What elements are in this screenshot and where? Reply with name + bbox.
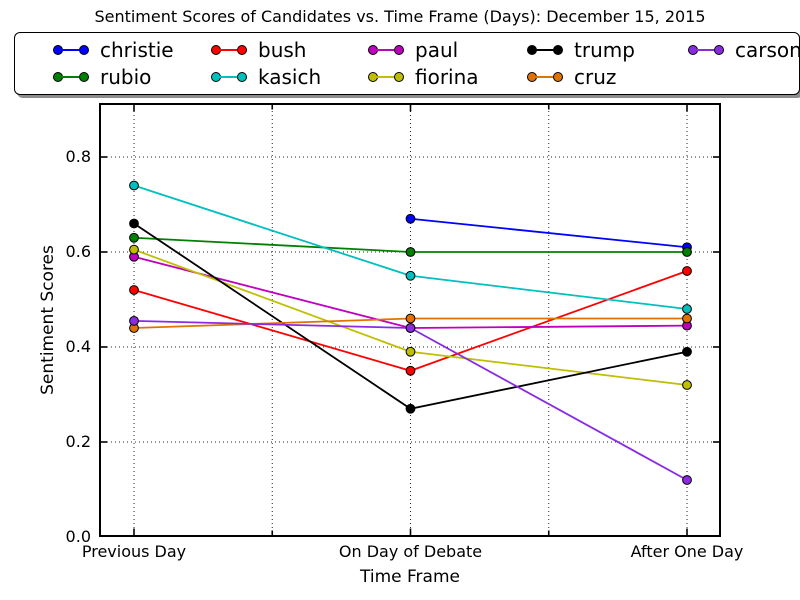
legend-label: bush [258, 38, 307, 62]
data-point-kasich [682, 304, 692, 314]
chart-canvas [99, 103, 721, 537]
legend-marker-trump [527, 45, 563, 56]
y-tick-label: 0.2 [65, 432, 91, 451]
data-point-trump [129, 218, 139, 229]
data-point-carson [682, 475, 692, 485]
data-point-fiorina [129, 244, 139, 255]
legend: christie bush paul trump carson rubio ka… [14, 32, 800, 95]
legend-marker-paul [368, 45, 404, 56]
y-tick-label: 0.6 [65, 242, 91, 261]
data-point-cruz [682, 313, 692, 324]
legend-marker-cruz [527, 72, 563, 83]
data-point-kasich [129, 180, 139, 191]
legend-item-bush: bush [211, 37, 368, 63]
data-point-rubio [682, 247, 692, 257]
legend-label: cruz [574, 65, 617, 89]
data-point-fiorina [405, 346, 416, 357]
data-point-rubio [405, 247, 416, 257]
legend-marker-rubio [53, 72, 89, 83]
legend-label: rubio [100, 65, 152, 89]
data-point-kasich [405, 270, 416, 281]
legend-item-rubio: rubio [53, 64, 211, 90]
legend-marker-christie [53, 45, 89, 56]
data-point-trump [405, 403, 416, 414]
series-line-christie [410, 217, 688, 249]
legend-marker-carson [688, 45, 724, 56]
data-point-rubio [129, 232, 139, 243]
legend-item-cruz: cruz [527, 64, 688, 90]
legend-item-fiorina: fiorina [368, 64, 527, 90]
legend-label: kasich [258, 65, 322, 89]
data-point-fiorina [682, 380, 692, 390]
data-point-bush [405, 365, 416, 376]
x-tick-label: On Day of Debate [338, 542, 483, 561]
x-tick-label: After One Day [630, 542, 744, 561]
y-tick-label: 0.8 [65, 147, 91, 166]
axes-frame [99, 103, 721, 537]
legend-item-carson: carson [688, 37, 800, 63]
y-axis-label: Sentiment Scores [38, 245, 58, 395]
legend-label: trump [574, 38, 635, 62]
legend-marker-fiorina [368, 72, 404, 83]
legend-marker-bush [211, 45, 247, 56]
data-point-christie [405, 213, 416, 224]
chart-title: Sentiment Scores of Candidates vs. Time … [94, 7, 706, 26]
data-point-bush [682, 266, 692, 276]
data-point-trump [682, 346, 692, 357]
y-tick-label: 0.0 [65, 527, 91, 546]
legend-item-christie: christie [53, 37, 211, 63]
legend-marker-kasich [211, 72, 247, 83]
data-point-carson [405, 323, 416, 333]
y-tick-label: 0.4 [65, 337, 91, 356]
legend-item-kasich: kasich [211, 64, 368, 90]
data-point-cruz [405, 313, 416, 324]
legend-item-trump: trump [527, 37, 688, 63]
legend-label: christie [100, 38, 174, 62]
legend-label: paul [415, 38, 459, 62]
data-point-bush [129, 285, 139, 295]
legend-label: fiorina [415, 65, 479, 89]
legend-label: carson [735, 38, 800, 62]
x-tick-label: Previous Day [81, 542, 187, 561]
data-point-carson [129, 315, 139, 326]
series-line-carson [133, 319, 688, 481]
legend-item-paul: paul [368, 37, 527, 63]
x-axis-label: Time Frame [360, 567, 460, 587]
